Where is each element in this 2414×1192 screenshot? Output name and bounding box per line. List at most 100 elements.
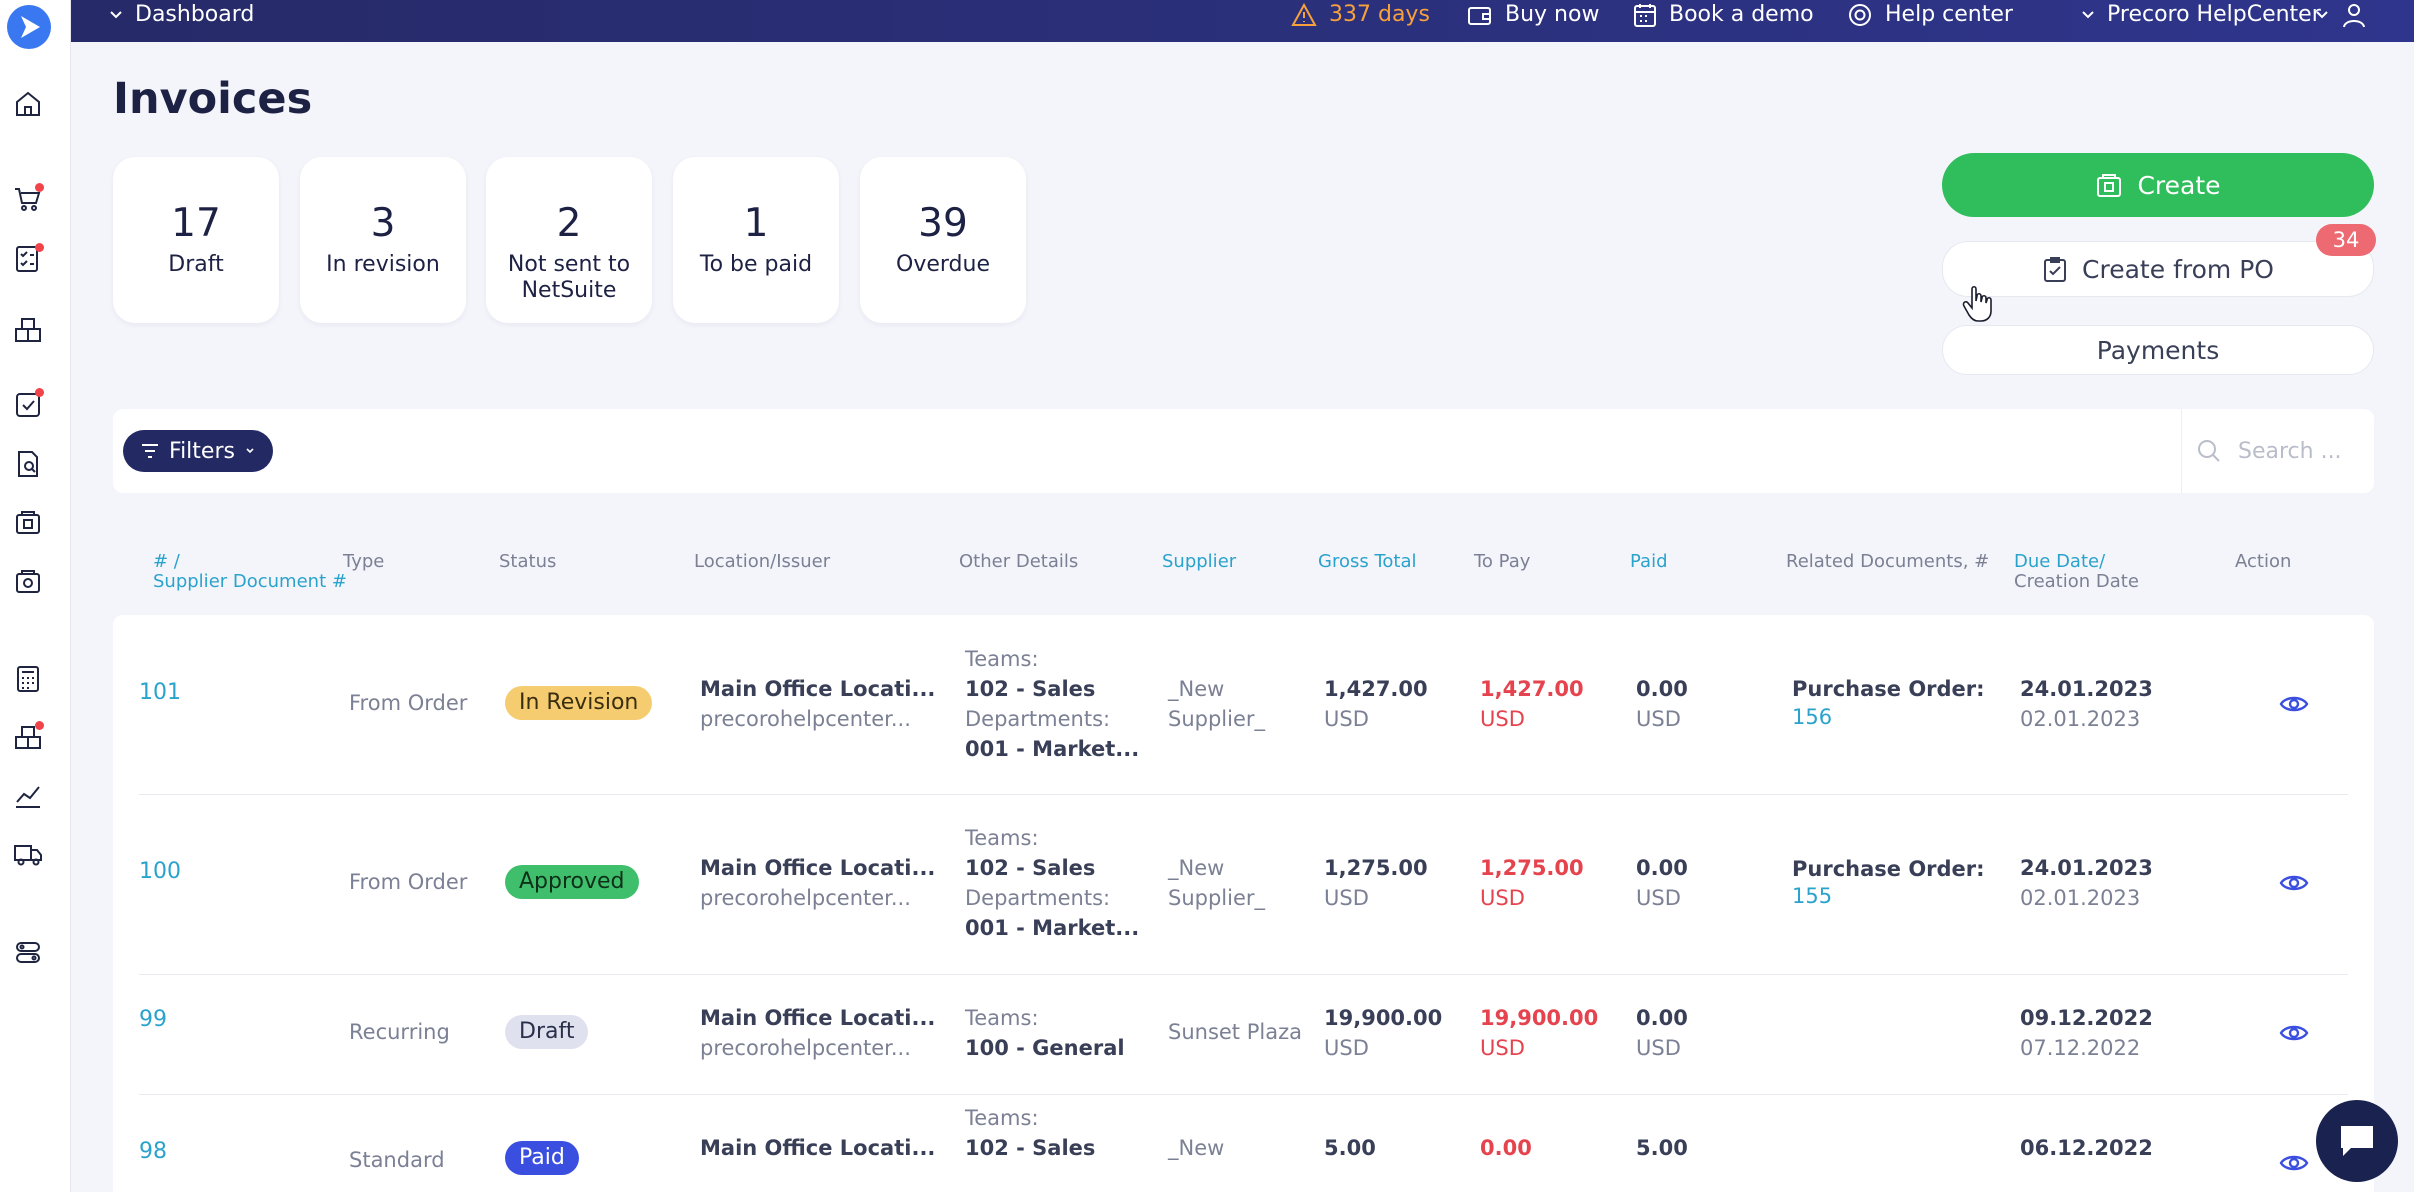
related-doc-link[interactable]: 156 [1792,705,1833,729]
location-name: Main Office Locati... [700,856,936,880]
create-label: Create [2137,170,2221,200]
help-center-label: Help center [1885,2,2013,27]
po-count-badge: 34 [2316,224,2376,256]
paid-currency: USD [1636,707,1681,731]
user-menu[interactable] [2315,0,2367,30]
invoice-2-icon[interactable] [12,566,44,598]
eye-icon[interactable] [2279,1152,2309,1174]
due-date: 09.12.2022 [2020,1006,2153,1030]
paid-currency: USD [1636,886,1681,910]
payments-label: Payments [2096,335,2220,365]
notification-dot [35,388,44,397]
related-doc-link[interactable]: 155 [1792,884,1833,908]
dashboard-menu[interactable]: Dashboard [109,0,254,30]
wallet-icon [1468,7,1491,25]
notification-dot [35,183,44,192]
document-search-icon[interactable] [12,448,44,480]
teams-label: Teams: [965,647,1039,671]
chat-widget-button[interactable] [2316,1100,2398,1182]
to-pay-amount: 1,275.00 [1480,856,1584,880]
buy-now-link[interactable]: Buy now [1467,0,1599,30]
eye-icon[interactable] [2279,693,2309,715]
chat-icon [2341,1126,2373,1156]
table-row[interactable]: 100 From Order Approved Main Office Loca… [139,795,2348,975]
invoice-icon[interactable] [12,507,44,539]
create-from-po-button[interactable]: Create from PO [1942,241,2374,297]
chevron-down-icon [110,11,122,19]
table-row[interactable]: 101 From Order In Revision Main Office L… [139,615,2348,795]
truck-icon[interactable] [12,838,44,870]
invoice-number-link[interactable]: 100 [139,859,181,884]
trial-days[interactable]: 337 days [1291,0,1430,30]
creation-date: 07.12.2022 [2020,1036,2141,1060]
company-switcher[interactable]: Precoro HelpCenter [2081,0,2321,30]
warehouse-icon[interactable] [12,721,44,753]
eye-icon[interactable] [2279,1022,2309,1044]
eye-icon[interactable] [2279,872,2309,894]
chart-icon[interactable] [12,780,44,812]
invoice-number-link[interactable]: 99 [139,1007,167,1032]
stat-card-not-sent[interactable]: 2 Not sent to NetSuite [486,157,652,323]
trial-days-label: 337 days [1329,2,1430,27]
book-demo-label: Book a demo [1669,2,1814,27]
issuer-email: precorohelpcenter... [700,1036,911,1060]
location-name: Main Office Locati... [700,677,936,701]
cart-icon[interactable] [12,183,44,215]
calculator-icon[interactable] [12,663,44,695]
help-center-link[interactable]: Help center [1847,0,2013,30]
table-header: # / Supplier Document # Type Status Loca… [113,540,2374,600]
supplier-name-line2: Supplier_ [1168,886,1266,910]
sidebar [0,0,71,1192]
column-id-line1: # / [153,551,180,572]
to-pay-amount: 1,427.00 [1480,677,1584,701]
column-type: Type [343,551,385,572]
departments-label: Departments: [965,707,1111,731]
column-gross-total[interactable]: Gross Total [1318,551,1417,572]
teams-value: 102 - Sales [965,856,1096,880]
gross-total: 1,427.00 [1324,677,1428,701]
user-icon [2343,4,2365,28]
filter-bar: Filters Search ... [113,409,2374,493]
stat-card-to-be-paid[interactable]: 1 To be paid [673,157,839,323]
supplier-name-line1: _New [1168,856,1225,880]
creation-date: 02.01.2023 [2020,707,2141,731]
table-row[interactable]: 99 Recurring Draft Main Office Locati...… [139,975,2348,1095]
payments-button[interactable]: Payments [1942,325,2374,375]
column-related: Related Documents, # [1786,551,1990,572]
search-input[interactable]: Search ... [2181,409,2374,493]
stat-count: 1 [743,201,769,246]
buy-now-label: Buy now [1505,2,1600,27]
create-button[interactable]: Create [1942,153,2374,217]
settings-toggle-icon[interactable] [12,936,44,968]
gross-currency: USD [1324,707,1369,731]
column-supplier[interactable]: Supplier [1162,551,1237,572]
checklist-icon[interactable] [12,243,44,275]
task-icon[interactable] [12,388,44,420]
notification-dot [35,243,44,252]
clipboard-check-icon [2044,257,2067,282]
stat-card-draft[interactable]: 17 Draft [113,157,279,323]
column-due-line1: Due Date/ [2014,551,2106,572]
boxes-icon[interactable] [12,315,44,347]
invoice-number-link[interactable]: 98 [139,1139,167,1164]
filters-button[interactable]: Filters [123,430,273,472]
table-row[interactable]: 98 Standard Paid Main Office Locati... T… [139,1095,2348,1192]
location-name: Main Office Locati... [700,1006,936,1030]
logo-icon[interactable] [7,5,51,49]
stat-card-overdue[interactable]: 39 Overdue [860,157,1026,323]
column-due-line2: Creation Date [2014,571,2139,592]
stat-label: Overdue [896,252,990,277]
book-demo-link[interactable]: Book a demo [1633,0,1814,30]
warning-icon [1291,3,1317,26]
paid-currency: USD [1636,1036,1681,1060]
home-icon[interactable] [12,88,44,120]
column-paid[interactable]: Paid [1630,551,1668,572]
invoice-number-link[interactable]: 101 [139,680,181,705]
column-due-date[interactable]: Due Date/ Creation Date [2014,552,2139,592]
to-pay-amount: 0.00 [1480,1136,1532,1160]
column-id[interactable]: # / Supplier Document # [153,552,347,592]
search-placeholder: Search ... [2238,438,2342,464]
invoices-table: 101 From Order In Revision Main Office L… [113,615,2374,1192]
paid-amount: 0.00 [1636,856,1688,880]
stat-card-in-revision[interactable]: 3 In revision [300,157,466,323]
